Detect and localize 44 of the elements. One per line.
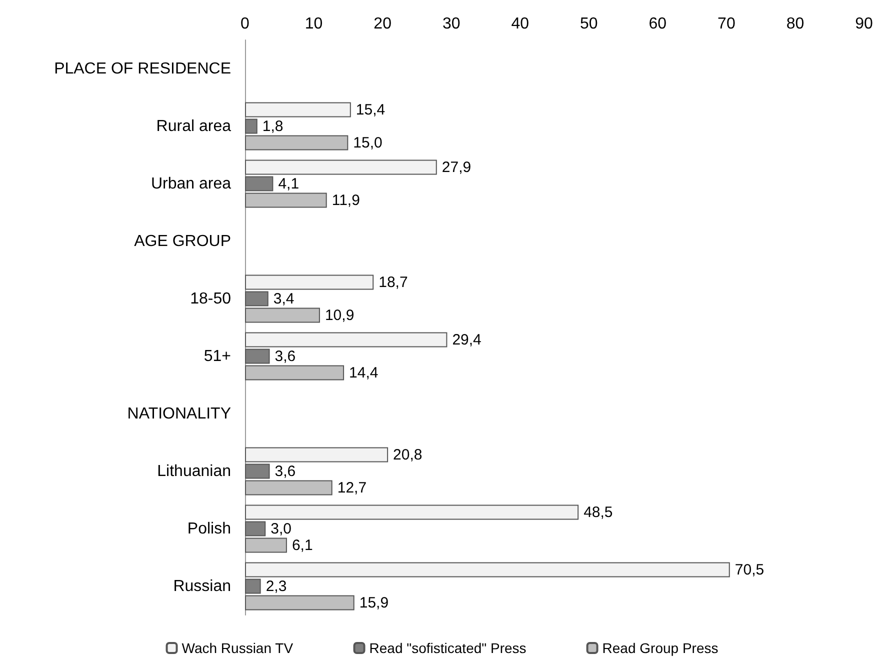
data-label: 3,4 [273,290,294,308]
x-tick-label: 40 [511,16,530,32]
x-tick-label: 90 [855,16,873,32]
y-tick-label: Russian [173,578,231,595]
x-tick-label: 60 [648,16,667,32]
legend-label: Read Group Press [602,640,718,656]
y-tick-label: PLACE OF RESIDENCE [54,60,231,78]
x-tick-label: 10 [304,16,323,32]
legend-label: Wach Russian TV [182,640,294,656]
data-label: 4,1 [278,175,300,192]
data-label: 6,1 [292,536,313,554]
data-label: 3,0 [270,520,292,538]
data-label: 20,8 [393,446,422,464]
x-tick-label: 20 [374,16,392,32]
x-tick-label: 0 [240,16,250,32]
x-tick-label: 70 [718,16,736,32]
y-tick-label: Polish [187,520,231,538]
x-tick-label: 30 [442,16,460,32]
y-tick-label: 51+ [204,348,231,365]
data-label: 27,9 [442,158,472,176]
x-tick-label: 50 [580,16,598,32]
y-tick-label: 18-50 [190,290,232,308]
data-label: 15,9 [359,594,389,612]
data-label: 18,7 [378,274,408,291]
y-tick-label: NATIONALITY [127,405,232,422]
x-tick-label: 80 [786,16,804,32]
data-label: 70,5 [734,561,764,578]
y-tick-label: Lithuanian [157,462,231,480]
data-label: 15,0 [353,134,382,152]
data-label: 48,5 [584,504,613,521]
data-label: 3,6 [274,348,296,365]
data-label: 10,9 [324,306,354,324]
data-label: 2,3 [266,578,287,595]
legend-label: Read "sofisticated" Press [369,640,526,656]
y-tick-label: Urban area [150,175,232,192]
data-label: 12,7 [337,479,367,496]
y-tick-label: AGE GROUP [134,232,231,250]
data-label: 1,8 [262,118,284,135]
data-label: 15,4 [356,101,386,118]
data-label: 3,6 [274,462,296,480]
data-label: 11,9 [332,192,360,209]
data-label: 14,4 [349,364,378,382]
data-label: 29,4 [452,331,482,348]
y-tick-label: Rural area [156,118,232,135]
